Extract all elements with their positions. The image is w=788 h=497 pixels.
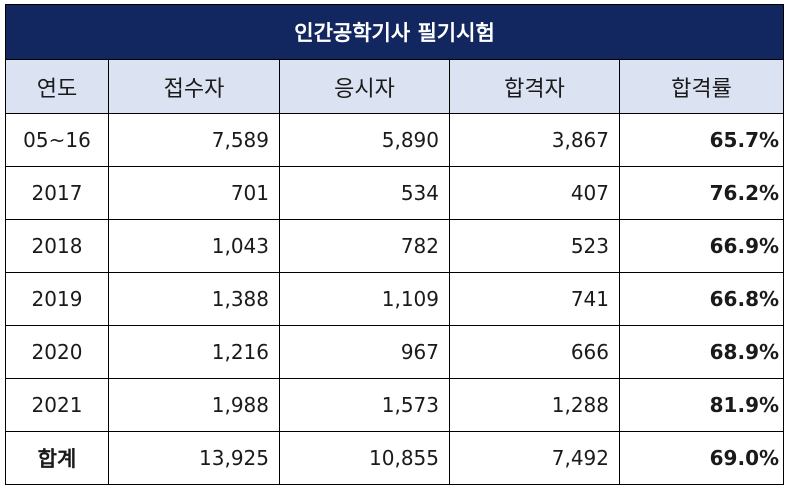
cell-total-examinees: 10,855: [279, 431, 450, 485]
cell-year: 2019: [5, 272, 109, 326]
cell-passers: 407: [449, 166, 620, 220]
cell-examinees: 534: [279, 166, 450, 220]
cell-applicants: 701: [108, 166, 280, 220]
cell-total-passers: 7,492: [449, 431, 620, 485]
cell-pass-rate: 68.9%: [618, 325, 785, 379]
cell-examinees: 1,109: [279, 272, 450, 326]
exam-statistics-table: 인간공학기사 필기시험 연도 접수자 응시자 합격자 합격률 05~16 7,5…: [4, 4, 785, 485]
cell-examinees: 1,573: [279, 378, 450, 432]
cell-pass-rate: 66.8%: [618, 272, 785, 326]
table-row: 2021 1,988 1,573 1,288 81.9%: [5, 378, 785, 432]
cell-pass-rate: 65.7%: [618, 113, 785, 167]
header-examinees: 응시자: [279, 59, 450, 114]
header-row: 연도 접수자 응시자 합격자 합격률: [5, 59, 785, 114]
cell-year: 2021: [5, 378, 109, 432]
cell-year: 2020: [5, 325, 109, 379]
header-passers: 합격자: [449, 59, 620, 114]
cell-passers: 1,288: [449, 378, 620, 432]
table-row: 2019 1,388 1,109 741 66.8%: [5, 272, 785, 326]
header-applicants: 접수자: [108, 59, 280, 114]
title-row: 인간공학기사 필기시험: [4, 4, 785, 60]
table-row: 2018 1,043 782 523 66.9%: [5, 219, 785, 273]
cell-total-applicants: 13,925: [108, 431, 280, 485]
cell-year: 05~16: [5, 113, 109, 167]
cell-examinees: 5,890: [279, 113, 450, 167]
total-row: 합계 13,925 10,855 7,492 69.0%: [5, 431, 785, 485]
cell-year: 2017: [5, 166, 109, 220]
header-pass-rate: 합격률: [618, 59, 785, 114]
exam-statistics-sheet: 인간공학기사 필기시험 연도 접수자 응시자 합격자 합격률 05~16 7,5…: [4, 4, 785, 493]
cell-applicants: 1,216: [108, 325, 280, 379]
cell-pass-rate: 81.9%: [618, 378, 785, 432]
cell-year: 2018: [5, 219, 109, 273]
cell-passers: 666: [449, 325, 620, 379]
cell-passers: 523: [449, 219, 620, 273]
table-row: 05~16 7,589 5,890 3,867 65.7%: [5, 113, 785, 167]
cell-total-label: 합계: [5, 431, 109, 485]
cell-examinees: 782: [279, 219, 450, 273]
table-title: 인간공학기사 필기시험: [4, 4, 785, 60]
cell-applicants: 1,043: [108, 219, 280, 273]
cell-examinees: 967: [279, 325, 450, 379]
cell-applicants: 1,988: [108, 378, 280, 432]
table-row: 2020 1,216 967 666 68.9%: [5, 325, 785, 379]
cell-pass-rate: 66.9%: [618, 219, 785, 273]
cell-passers: 3,867: [449, 113, 620, 167]
table-row: 2017 701 534 407 76.2%: [5, 166, 785, 220]
header-year: 연도: [5, 59, 109, 114]
cell-passers: 741: [449, 272, 620, 326]
cell-applicants: 1,388: [108, 272, 280, 326]
cell-total-pass-rate: 69.0%: [618, 431, 785, 485]
cell-applicants: 7,589: [108, 113, 280, 167]
cell-pass-rate: 76.2%: [618, 166, 785, 220]
